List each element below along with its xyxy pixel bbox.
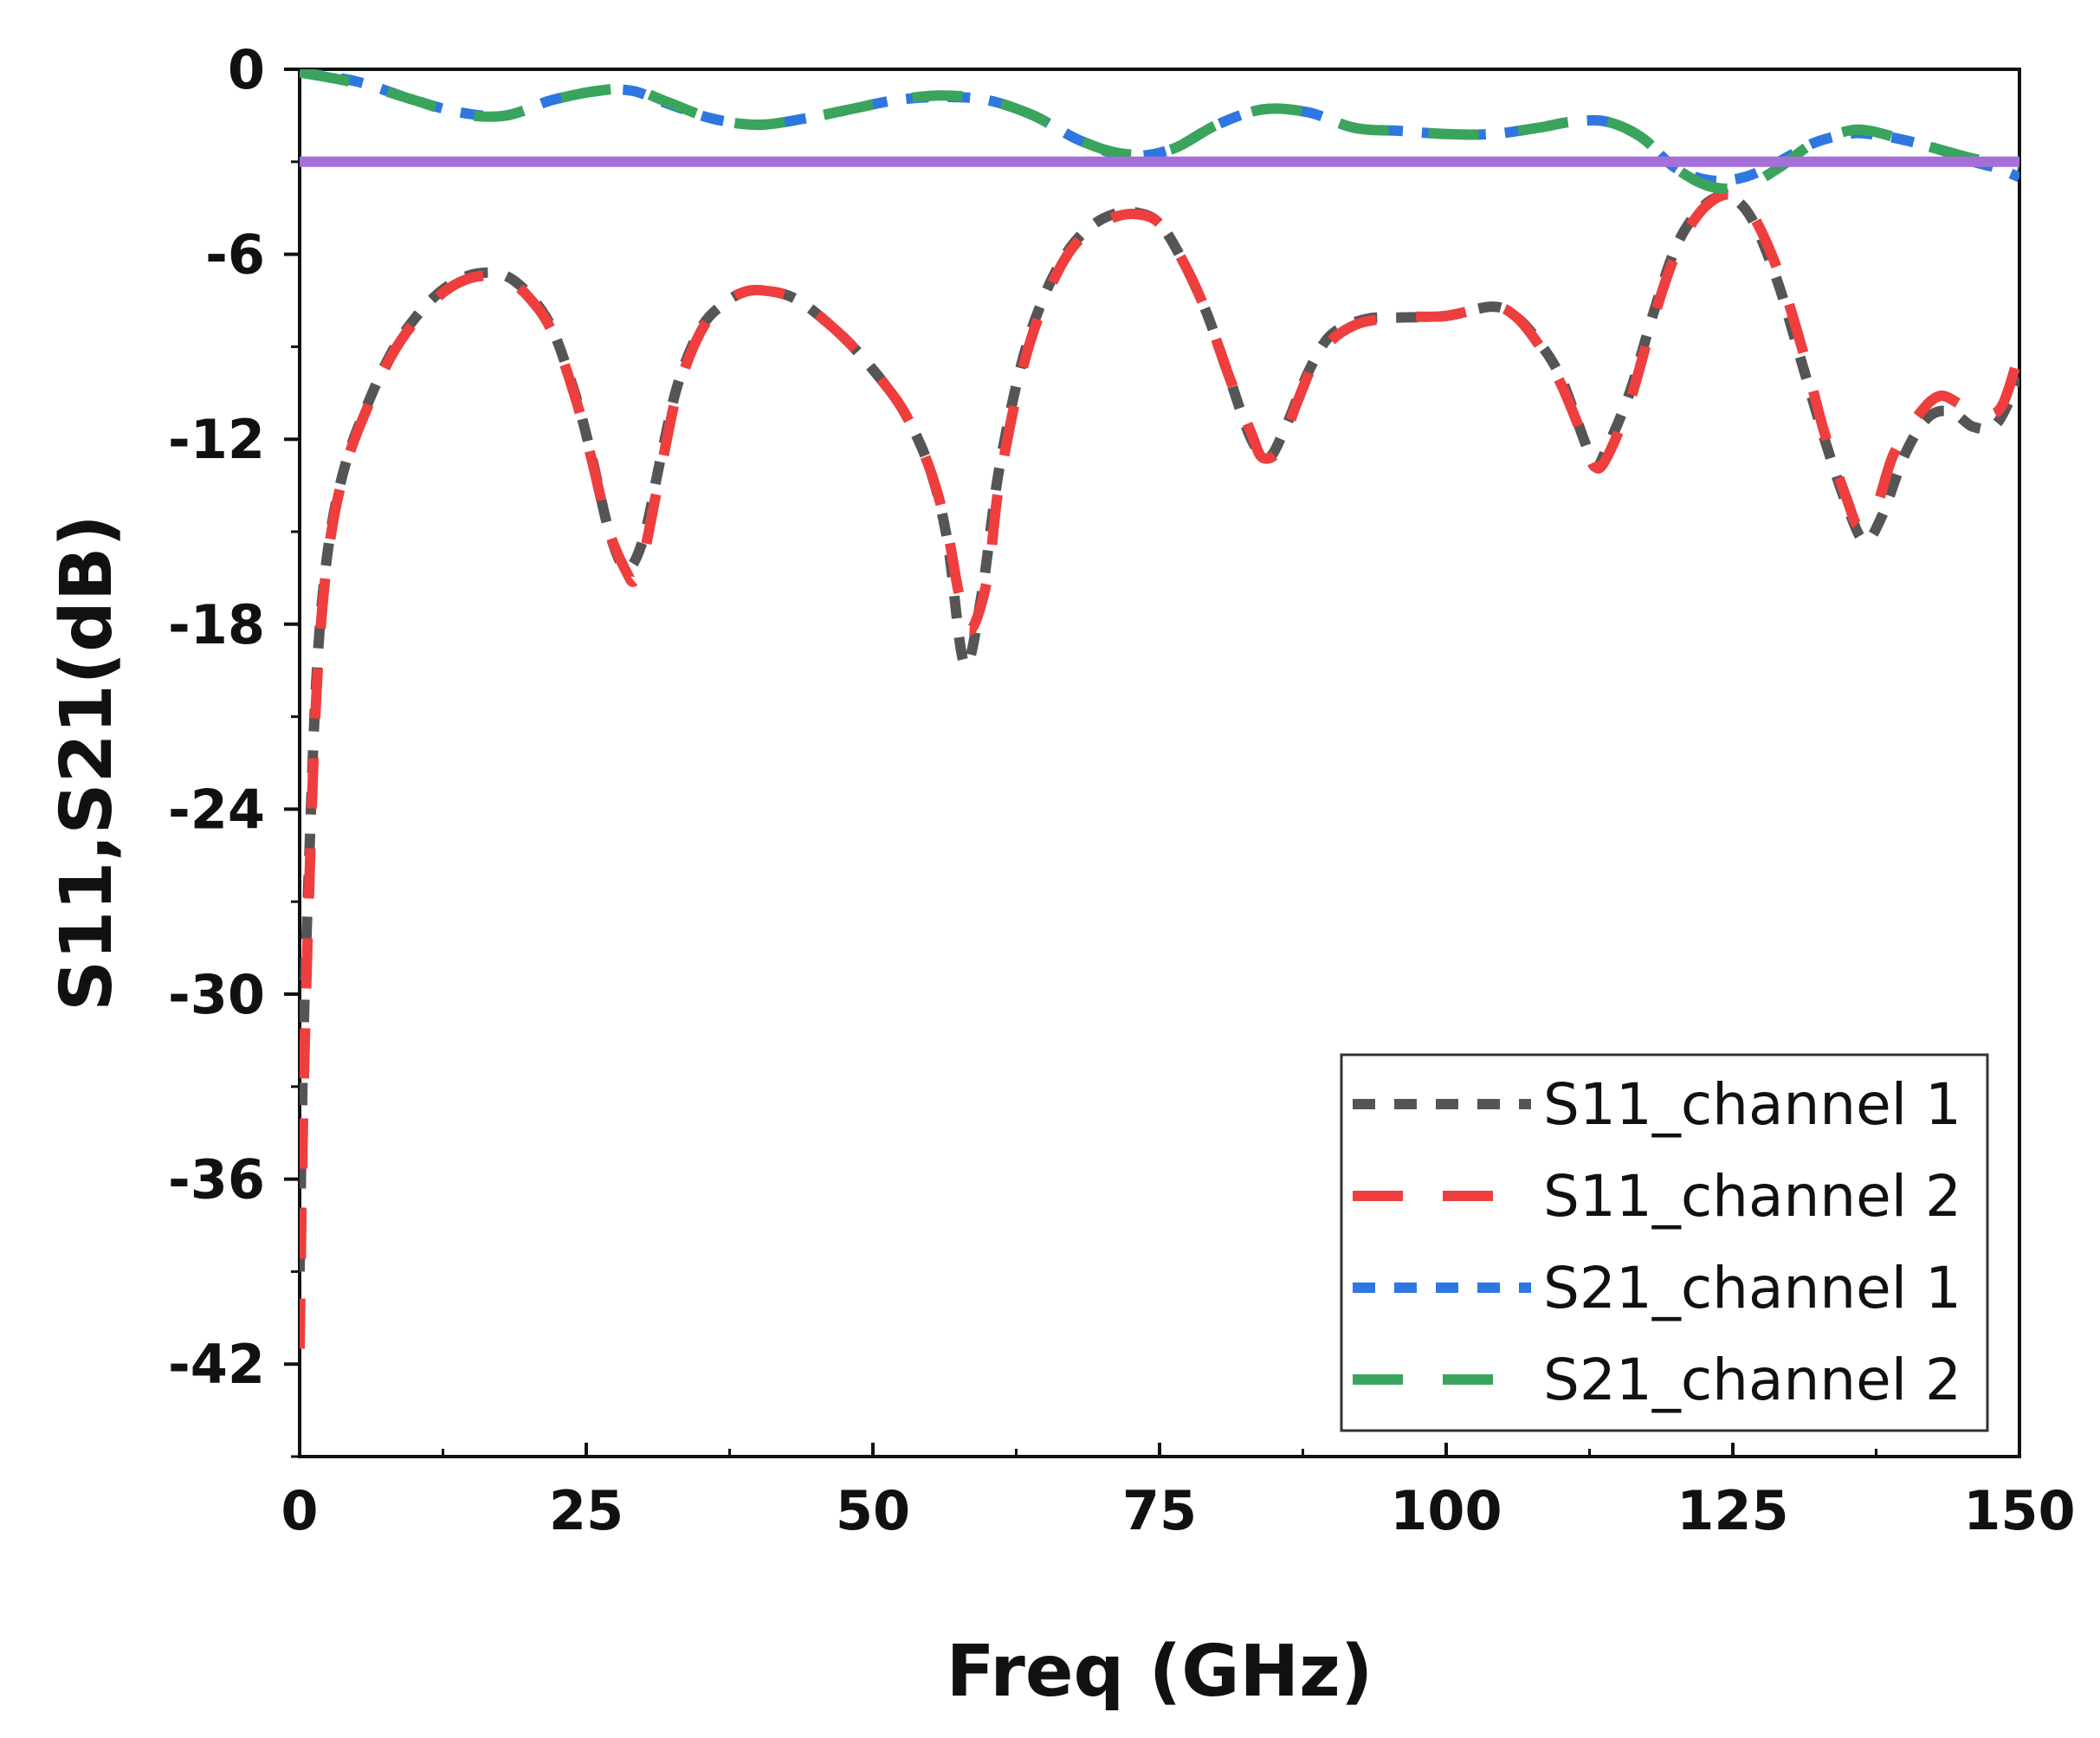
y-tick-label: -36 (168, 1148, 265, 1211)
legend-label: S21_channel 2 (1543, 1347, 1961, 1413)
y-axis-title: S11,S21(dB) (46, 514, 128, 1011)
legend-label: S11_channel 1 (1543, 1071, 1961, 1138)
x-tick-label: 100 (1390, 1479, 1502, 1542)
x-tick-label: 150 (1963, 1479, 2075, 1542)
legend: S11_channel 1 S11_channel 2 S21_channel 1 S… (1340, 1053, 1989, 1432)
series-layer (300, 69, 2019, 1349)
y-tick-label: -30 (168, 963, 265, 1026)
x-axis-title: Freq (GHz) (947, 1631, 1373, 1713)
axis-layer: 0 25 50 75 100 125 150 0 -6 -12 -18 -24 -30 -36 -42 (168, 38, 2076, 1542)
y-tick-label: -6 (205, 223, 265, 287)
x-tick-label: 0 (281, 1479, 318, 1542)
y-tick-label: -12 (168, 408, 265, 471)
series-line-s21-channel-2 (300, 69, 2019, 194)
legend-label: S11_channel 2 (1543, 1163, 1961, 1230)
x-tick-label: 50 (836, 1479, 910, 1542)
y-tick-label: -24 (168, 778, 265, 841)
legend-label: S21_channel 1 (1543, 1255, 1961, 1321)
y-tick-label: 0 (228, 38, 265, 101)
y-tick-label: -18 (168, 593, 265, 656)
x-tick-label: 125 (1677, 1479, 1788, 1542)
x-tick-label: 75 (1122, 1479, 1197, 1542)
y-tick-label: -42 (168, 1333, 265, 1396)
x-tick-label: 25 (549, 1479, 624, 1542)
legend-box (1340, 1053, 1989, 1432)
